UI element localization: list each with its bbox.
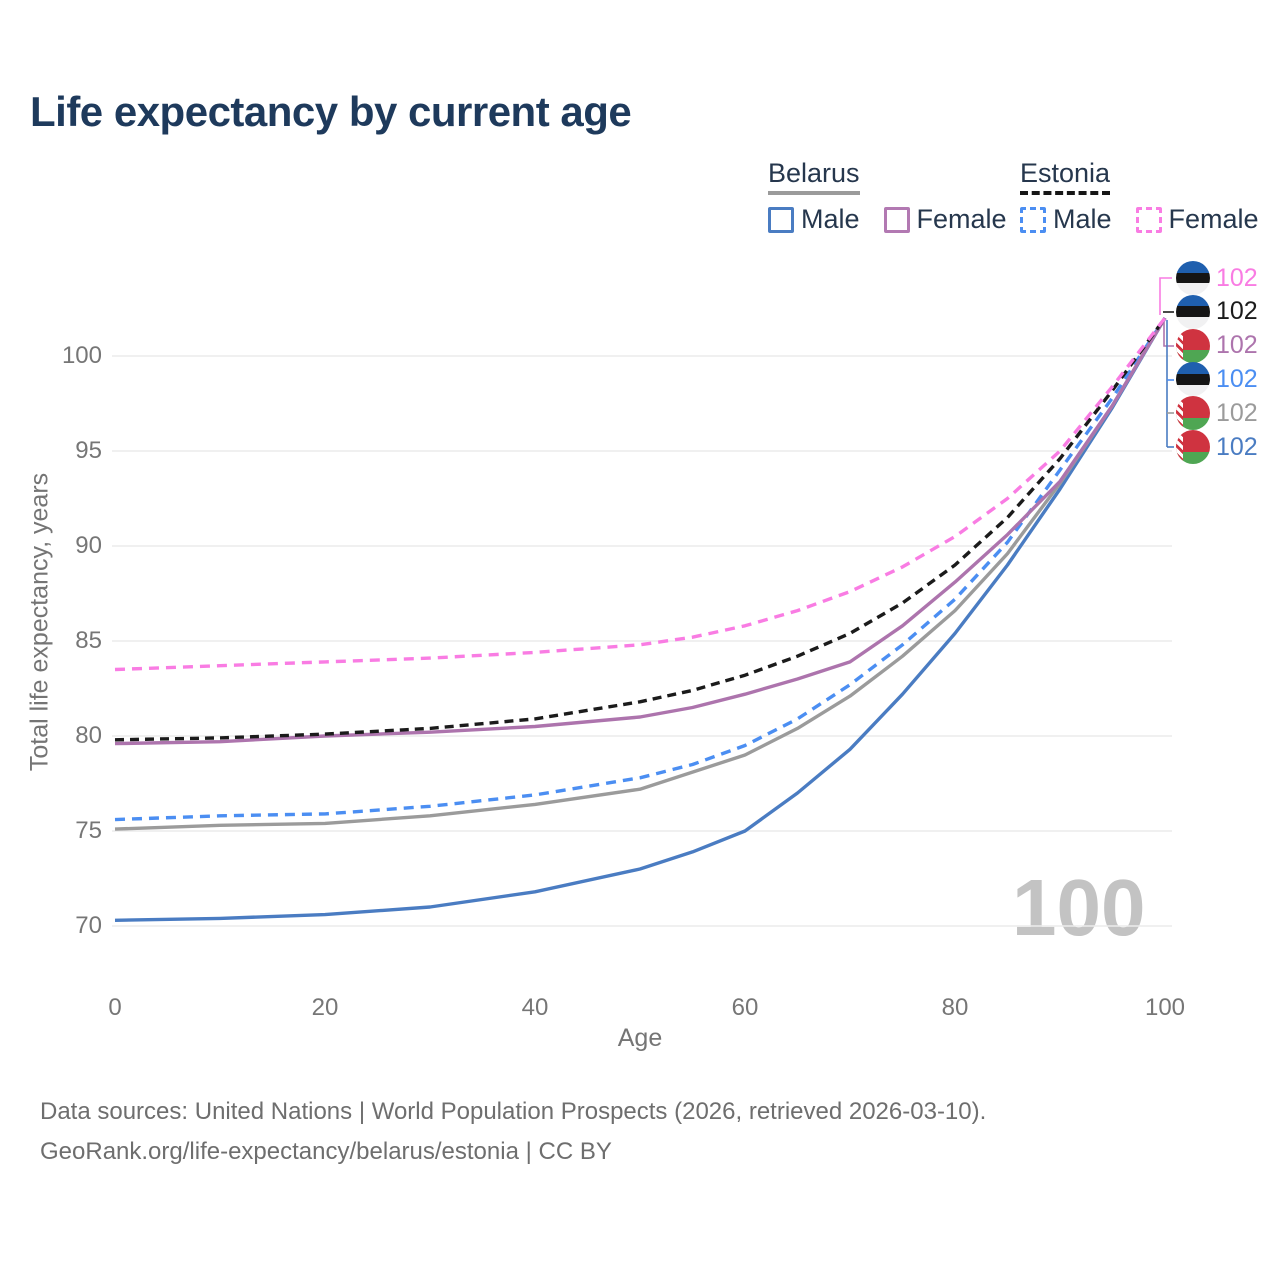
end-label-row: 102 [1176, 362, 1258, 397]
x-tick-label: 40 [521, 994, 549, 1021]
y-tick-label: 95 [75, 437, 102, 464]
legend-country-wrap: Belarus [768, 158, 1007, 195]
end-label-row: 102 [1176, 328, 1258, 363]
legend-item-belarus-male[interactable]: Male [768, 204, 860, 235]
end-label-value: 102 [1216, 331, 1258, 360]
legend-item-label: Male [801, 204, 860, 234]
end-label-value: 102 [1216, 398, 1258, 427]
legend-item-label: Male [1053, 204, 1112, 234]
x-tick-label: 80 [941, 994, 969, 1021]
end-label-value: 102 [1216, 364, 1258, 393]
legend-group-estonia: Estonia Male Female [1020, 158, 1259, 235]
leader-line [1163, 322, 1174, 347]
y-tick-label: 100 [61, 342, 102, 369]
legend: Belarus Male Female Estonia Male Female [768, 158, 1280, 244]
estonia-line [114, 317, 1167, 742]
belarus-flag-icon [1176, 430, 1210, 464]
footer: Data sources: United Nations | World Pop… [40, 1092, 986, 1173]
gridlines [112, 355, 1172, 927]
legend-item-estonia-female[interactable]: Female [1135, 204, 1259, 235]
legend-country-wrap: Estonia [1020, 158, 1259, 195]
estonia-flag-icon [1176, 261, 1210, 295]
estonia-female-line [114, 316, 1167, 672]
y-tick-label: 85 [75, 627, 102, 654]
estonia-male-line [114, 317, 1167, 822]
legend-swatch [883, 206, 910, 233]
y-tick-label: 80 [75, 722, 102, 749]
end-label-value: 102 [1216, 432, 1258, 461]
page-title: Life expectancy by current age [30, 88, 632, 135]
legend-group-belarus: Belarus Male Female [768, 158, 1007, 235]
end-label-row: 102 [1176, 294, 1258, 329]
leader-line [1159, 277, 1172, 315]
y-tick-label: 70 [75, 912, 102, 939]
legend-swatch [1020, 206, 1046, 233]
footer-source-line: Data sources: United Nations | World Pop… [40, 1098, 987, 1125]
legend-swatch [1135, 206, 1162, 233]
legend-item-label: Female [916, 204, 1007, 234]
end-label-value: 102 [1216, 297, 1258, 326]
estonia-flag-icon [1176, 362, 1210, 397]
end-label-row: 102 [1176, 396, 1258, 431]
belarus-male-line [114, 317, 1167, 922]
footer-url-line: GeoRank.org/life-expectancy/belarus/esto… [40, 1138, 612, 1166]
belarus-female-line [114, 317, 1167, 746]
estonia-flag-icon [1176, 294, 1210, 329]
end-label-row: 102 [1176, 261, 1258, 295]
end-label-row: 102 [1176, 430, 1258, 464]
legend-country-estonia: Estonia [1020, 158, 1111, 195]
belarus-flag-icon [1176, 328, 1210, 363]
x-tick-label: 20 [311, 994, 339, 1021]
y-axis-title: Total life expectancy, years [25, 472, 54, 772]
x-tick-label: 0 [108, 994, 122, 1021]
y-tick-label: 90 [75, 532, 102, 559]
legend-country-belarus: Belarus [768, 158, 860, 195]
x-tick-label: 100 [1144, 994, 1186, 1021]
legend-items: Male Female [768, 204, 1007, 235]
x-axis-title: Age [617, 1024, 663, 1052]
legend-item-belarus-female[interactable]: Female [883, 204, 1007, 235]
y-tick-label: 75 [75, 817, 102, 844]
belarus-line [114, 317, 1167, 831]
end-label-value: 102 [1216, 263, 1258, 292]
legend-item-label: Female [1168, 204, 1259, 234]
x-tick-label: 60 [731, 994, 759, 1021]
leader-lines [1159, 277, 1174, 448]
legend-item-estonia-male[interactable]: Male [1020, 204, 1112, 235]
legend-swatch [768, 206, 794, 233]
belarus-flag-icon [1176, 396, 1210, 431]
legend-items: Male Female [1020, 204, 1259, 235]
age-watermark: 100 [1012, 863, 1146, 952]
